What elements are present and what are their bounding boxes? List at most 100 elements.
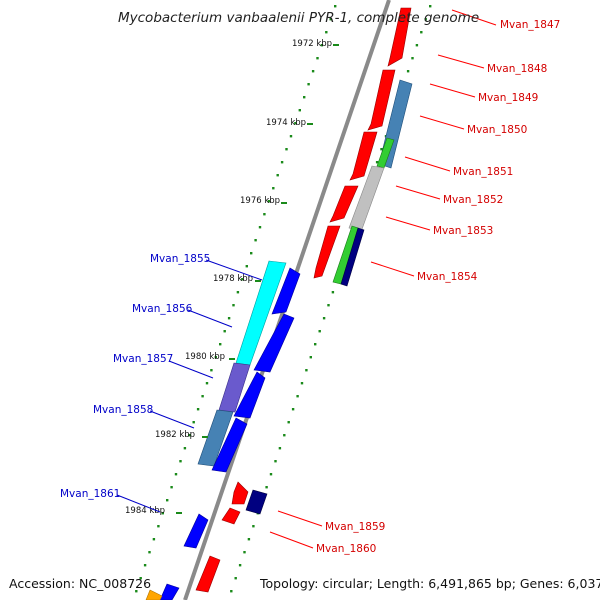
gc-dot	[327, 304, 330, 307]
gene-mvan-1856-reverse-feature[interactable]	[271, 267, 301, 315]
callout-line	[451, 9, 497, 26]
gene-mvan-bottom-orange-feature	[145, 589, 163, 600]
callout-line	[277, 510, 323, 527]
gc-dot	[307, 83, 310, 86]
gene-mvan-1854-feature[interactable]	[313, 225, 341, 279]
gene-label-mvan-1855[interactable]: Mvan_1855	[150, 253, 210, 265]
tick-label: 1976 kbp	[240, 196, 280, 206]
gene-label-mvan-1860[interactable]: Mvan_1860	[316, 543, 376, 555]
gc-dot	[311, 70, 315, 73]
callout-line	[187, 309, 233, 328]
gc-dot	[329, 18, 332, 21]
gene-mvan-1856b-reverse-feature[interactable]	[253, 313, 295, 373]
gene-mvan-1850-feature[interactable]	[349, 131, 378, 181]
gc-dot	[230, 590, 233, 593]
gc-dot	[420, 31, 423, 34]
gene-mvan-1857-feature[interactable]	[218, 362, 251, 413]
gene-label-mvan-1857[interactable]: Mvan_1857	[113, 353, 173, 365]
gc-dot	[294, 122, 297, 125]
gene-features	[145, 7, 413, 600]
gene-label-mvan-1861[interactable]: Mvan_1861	[60, 488, 120, 500]
gc-dot	[318, 330, 321, 333]
gene-labels-left: Mvan_1855 Mvan_1856 Mvan_1857 Mvan_1858 …	[60, 253, 263, 513]
callout-line	[404, 156, 451, 172]
gene-mvan-1858-reverse-feature[interactable]	[211, 417, 248, 473]
gene-mvan-1860-feature[interactable]	[221, 507, 241, 525]
gc-dot	[250, 252, 253, 255]
gc-dot	[241, 278, 244, 281]
callout-line	[385, 216, 431, 231]
genome-summary-text: Topology: circular; Length: 6,491,865 bp…	[259, 576, 600, 591]
gc-dot	[267, 200, 271, 203]
gene-label-mvan-1847[interactable]: Mvan_1847	[500, 19, 560, 31]
gene-label-mvan-1849[interactable]: Mvan_1849	[478, 92, 538, 104]
gc-dot	[322, 317, 326, 320]
gc-dot	[143, 564, 147, 567]
gene-label-mvan-1852[interactable]: Mvan_1852	[443, 194, 503, 206]
map-title: Mycobacterium vanbaalenii PYR-1, complet…	[118, 10, 479, 26]
gc-dot	[325, 31, 328, 34]
callout-line	[149, 410, 195, 429]
gc-dot	[316, 57, 319, 60]
gene-mvan-1847-feature[interactable]	[387, 7, 412, 67]
tick-label: 1972 kbp	[292, 39, 332, 49]
gc-dot	[236, 291, 240, 294]
gc-dot	[245, 265, 248, 268]
scale-ticks: 1972 kbp 1974 kbp 1976 kbp 1978 kbp 1980…	[125, 39, 339, 516]
gc-dot	[254, 239, 257, 242]
gc-dot	[232, 304, 235, 307]
gc-dot	[201, 395, 204, 398]
tick-label: 1974 kbp	[266, 118, 306, 128]
gene-mvan-1861-feature[interactable]	[183, 513, 209, 549]
gc-dot	[375, 161, 379, 164]
gc-dot	[174, 473, 178, 476]
gc-dot	[166, 499, 169, 502]
gc-dot	[300, 382, 304, 385]
gc-dot	[183, 447, 187, 450]
gene-labels-right: Mvan_1847 Mvan_1848 Mvan_1849 Mvan_1850 …	[269, 9, 560, 555]
gc-dot	[283, 434, 286, 437]
gc-dot	[223, 330, 226, 333]
gc-dot	[258, 226, 262, 229]
gene-label-mvan-1859[interactable]: Mvan_1859	[325, 521, 385, 533]
gene-mvan-bottom-blue-feature	[159, 583, 180, 600]
gc-dot	[406, 70, 410, 73]
gc-dot	[285, 148, 288, 151]
gc-dot	[334, 5, 337, 8]
gene-label-mvan-1851[interactable]: Mvan_1851	[453, 166, 513, 178]
gc-dot	[135, 590, 138, 593]
gc-dot	[305, 369, 308, 372]
gene-label-mvan-1856[interactable]: Mvan_1856	[132, 303, 193, 315]
tick-label: 1978 kbp	[213, 274, 253, 284]
gc-dot	[424, 18, 427, 21]
gene-mvan-1857-reverse-feature[interactable]	[233, 371, 266, 419]
gene-mvan-1848-feature[interactable]	[367, 69, 396, 131]
callout-line	[437, 54, 485, 69]
gene-label-mvan-1858[interactable]: Mvan_1858	[93, 404, 153, 416]
gene-label-mvan-1850[interactable]: Mvan_1850	[467, 124, 527, 136]
gc-dot	[296, 395, 299, 398]
gene-label-mvan-1848[interactable]: Mvan_1848	[487, 63, 547, 75]
callout-line	[168, 360, 214, 379]
gc-dot	[205, 382, 209, 385]
callout-line	[429, 83, 476, 98]
gene-mvan-1859b-feature	[245, 489, 268, 515]
gene-mvan-1853-feature[interactable]	[329, 185, 359, 223]
gc-dot	[263, 213, 266, 216]
gc-dot	[411, 57, 414, 60]
gc-dot	[320, 44, 324, 47]
gc-dot	[331, 291, 335, 294]
gc-dot	[314, 343, 317, 346]
gc-dot	[179, 460, 182, 463]
gene-label-mvan-1854[interactable]: Mvan_1854	[417, 271, 478, 283]
gc-dot	[380, 148, 383, 151]
tick-label: 1982 kbp	[155, 430, 195, 440]
gc-dot	[280, 161, 284, 164]
gc-dot	[247, 538, 251, 541]
gene-mvan-1859-feature[interactable]	[231, 481, 249, 505]
gene-label-mvan-1853[interactable]: Mvan_1853	[433, 225, 493, 237]
gc-dot	[309, 356, 312, 359]
gc-dot	[234, 577, 237, 580]
gc-dot	[303, 96, 306, 99]
